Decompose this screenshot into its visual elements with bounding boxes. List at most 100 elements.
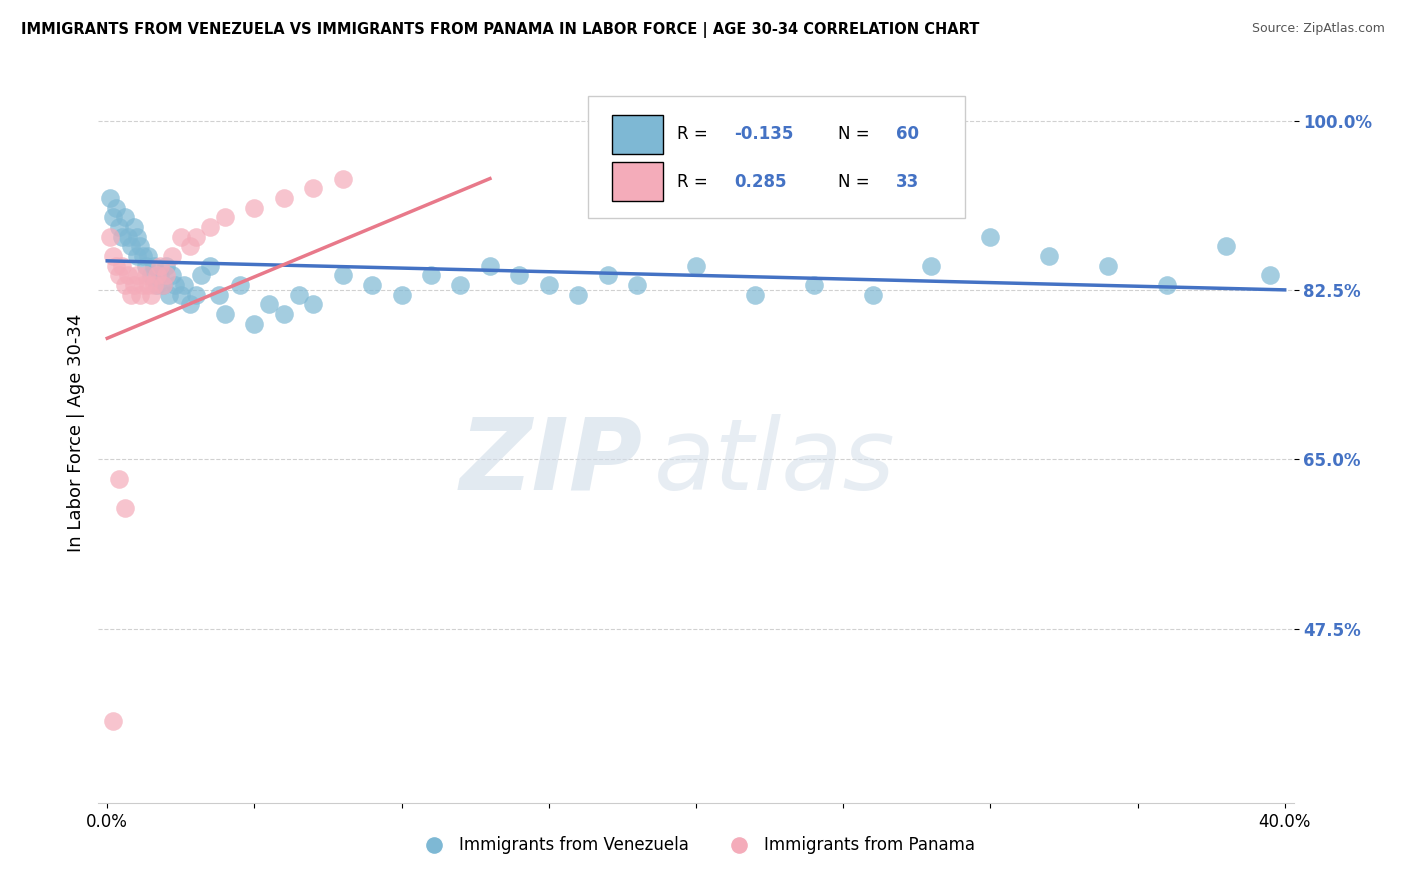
- Point: [117, 268, 139, 283]
- Point: [131, 249, 153, 263]
- Point: [108, 219, 131, 234]
- Point: [214, 211, 236, 225]
- Point: [361, 278, 384, 293]
- Text: IMMIGRANTS FROM VENEZUELA VS IMMIGRANTS FROM PANAMA IN LABOR FORCE | AGE 30-34 C: IMMIGRANTS FROM VENEZUELA VS IMMIGRANTS …: [21, 22, 980, 38]
- Point: [273, 191, 295, 205]
- Point: [138, 249, 160, 263]
- Point: [567, 287, 589, 301]
- Point: [98, 229, 121, 244]
- FancyBboxPatch shape: [613, 115, 662, 153]
- Text: 33: 33: [896, 173, 918, 191]
- Point: [101, 249, 124, 263]
- Point: [114, 211, 136, 225]
- Point: [685, 259, 707, 273]
- Point: [1258, 268, 1281, 283]
- Point: [120, 287, 142, 301]
- Point: [302, 297, 325, 311]
- Point: [120, 239, 142, 253]
- Point: [131, 278, 153, 293]
- Text: N =: N =: [838, 173, 875, 191]
- Point: [125, 229, 148, 244]
- Point: [163, 278, 186, 293]
- Point: [184, 287, 207, 301]
- Point: [200, 219, 222, 234]
- Point: [208, 287, 231, 301]
- Point: [920, 259, 942, 273]
- Point: [152, 278, 174, 293]
- Point: [1156, 278, 1178, 293]
- Point: [125, 268, 148, 283]
- Legend: Immigrants from Venezuela, Immigrants from Panama: Immigrants from Venezuela, Immigrants fr…: [411, 830, 981, 861]
- Point: [200, 259, 222, 273]
- Point: [128, 239, 150, 253]
- Point: [170, 229, 193, 244]
- Text: 0.285: 0.285: [734, 173, 787, 191]
- Point: [302, 181, 325, 195]
- Y-axis label: In Labor Force | Age 30-34: In Labor Force | Age 30-34: [66, 313, 84, 552]
- Point: [450, 278, 472, 293]
- Point: [508, 268, 530, 283]
- Point: [108, 472, 131, 486]
- Point: [257, 297, 280, 311]
- Point: [125, 249, 148, 263]
- Point: [214, 307, 236, 321]
- Point: [420, 268, 443, 283]
- Point: [149, 259, 172, 273]
- Point: [243, 317, 266, 331]
- Point: [141, 287, 163, 301]
- Point: [332, 171, 354, 186]
- Text: -0.135: -0.135: [734, 125, 793, 144]
- Point: [596, 268, 619, 283]
- Point: [391, 287, 413, 301]
- Point: [190, 268, 212, 283]
- Point: [173, 278, 195, 293]
- Point: [146, 278, 169, 293]
- Text: atlas: atlas: [654, 414, 896, 511]
- Point: [146, 268, 169, 283]
- Point: [108, 268, 131, 283]
- Point: [122, 219, 145, 234]
- Point: [160, 249, 183, 263]
- Point: [862, 287, 884, 301]
- Point: [111, 259, 134, 273]
- Point: [1038, 249, 1060, 263]
- Point: [273, 307, 295, 321]
- Point: [160, 268, 183, 283]
- Point: [243, 201, 266, 215]
- Point: [114, 500, 136, 515]
- Point: [155, 259, 177, 273]
- FancyBboxPatch shape: [613, 162, 662, 201]
- Point: [157, 287, 180, 301]
- Text: 60: 60: [896, 125, 918, 144]
- Point: [114, 278, 136, 293]
- Point: [179, 297, 201, 311]
- Point: [179, 239, 201, 253]
- Point: [138, 278, 160, 293]
- Point: [128, 287, 150, 301]
- Point: [287, 287, 309, 301]
- Point: [184, 229, 207, 244]
- Point: [101, 714, 124, 728]
- Text: N =: N =: [838, 125, 875, 144]
- Point: [1215, 239, 1237, 253]
- Point: [149, 268, 172, 283]
- Point: [105, 259, 128, 273]
- Point: [143, 259, 166, 273]
- Text: R =: R =: [676, 125, 713, 144]
- Point: [537, 278, 560, 293]
- Point: [170, 287, 193, 301]
- Point: [134, 268, 156, 283]
- Point: [111, 229, 134, 244]
- Point: [122, 278, 145, 293]
- Point: [478, 259, 501, 273]
- Point: [141, 268, 163, 283]
- Point: [152, 278, 174, 293]
- Point: [105, 201, 128, 215]
- Point: [744, 287, 766, 301]
- Point: [332, 268, 354, 283]
- Point: [134, 259, 156, 273]
- Text: ZIP: ZIP: [460, 414, 643, 511]
- FancyBboxPatch shape: [589, 95, 965, 218]
- Point: [117, 229, 139, 244]
- Point: [979, 229, 1001, 244]
